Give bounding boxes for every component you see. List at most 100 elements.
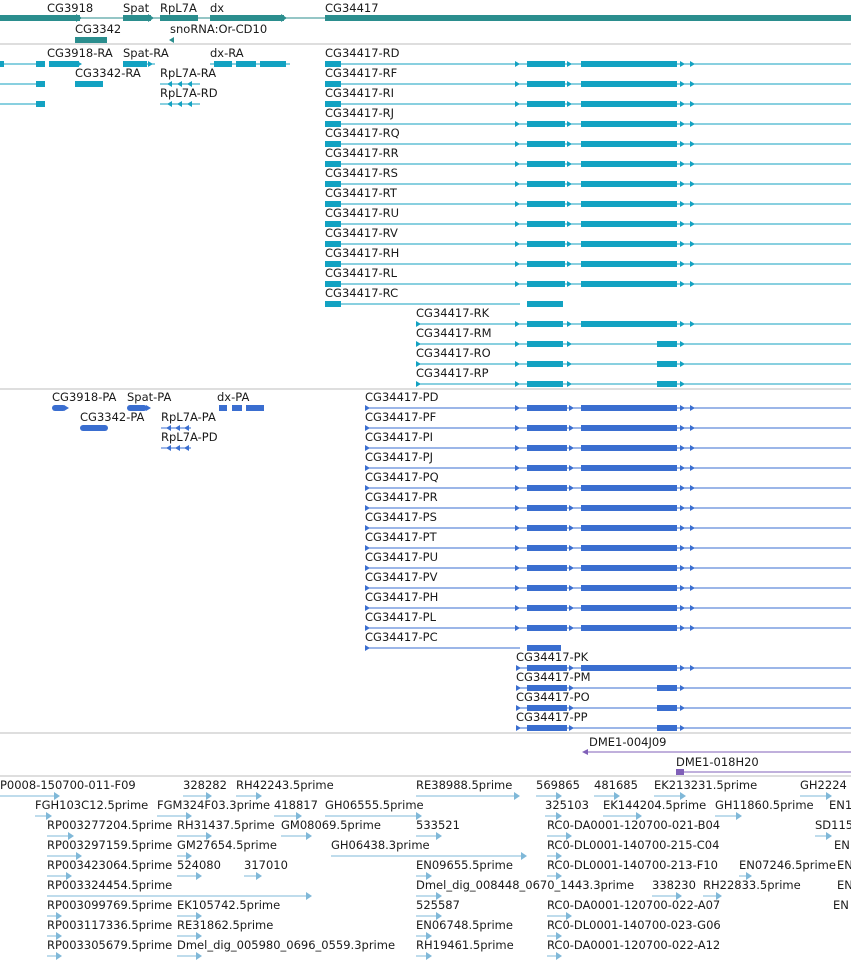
exon-box[interactable] (527, 665, 567, 671)
exon-box[interactable] (123, 61, 147, 67)
exon-box[interactable] (657, 705, 677, 711)
exon-box[interactable] (527, 161, 565, 167)
exon-box[interactable] (581, 241, 677, 247)
exon-box[interactable] (581, 181, 677, 187)
exon-box[interactable] (214, 61, 232, 67)
exon-box[interactable] (581, 161, 677, 167)
exon-box[interactable] (0, 15, 41, 21)
exon-box[interactable] (527, 221, 565, 227)
exon-box[interactable] (325, 101, 341, 107)
exon-box[interactable] (657, 361, 677, 367)
exon-box[interactable] (36, 81, 45, 87)
exon-box[interactable] (527, 181, 565, 187)
exon-box[interactable] (581, 465, 677, 471)
exon-box[interactable] (581, 405, 677, 411)
exon-box[interactable] (581, 665, 677, 671)
exon-box[interactable] (527, 585, 567, 591)
exon-box[interactable] (581, 525, 677, 531)
exon-box[interactable] (246, 405, 264, 411)
exon-box[interactable] (52, 405, 66, 411)
exon-box[interactable] (581, 261, 677, 267)
exon-box[interactable] (581, 61, 677, 67)
exon-box[interactable] (581, 281, 677, 287)
exon-box[interactable] (581, 505, 677, 511)
exon-box[interactable] (657, 685, 677, 691)
exon-box[interactable] (527, 361, 563, 367)
exon-box[interactable] (527, 625, 567, 631)
exon-box[interactable] (527, 301, 563, 307)
exon-box[interactable] (127, 405, 147, 411)
exon-box[interactable] (325, 61, 341, 67)
exon-box[interactable] (0, 61, 4, 67)
exon-box[interactable] (527, 705, 567, 711)
exon-box[interactable] (527, 405, 567, 411)
exon-box[interactable] (325, 15, 851, 21)
exon-box[interactable] (581, 545, 677, 551)
exon-box[interactable] (325, 301, 341, 307)
exon-box[interactable] (219, 405, 227, 411)
exon-box[interactable] (325, 81, 341, 87)
exon-box[interactable] (325, 241, 341, 247)
exon-box[interactable] (581, 81, 677, 87)
exon-box[interactable] (527, 341, 563, 347)
exon-box[interactable] (325, 221, 341, 227)
exon-box[interactable] (75, 81, 103, 87)
exon-box[interactable] (260, 61, 286, 67)
exon-box[interactable] (581, 141, 677, 147)
exon-box[interactable] (325, 201, 341, 207)
exon-box[interactable] (581, 221, 677, 227)
exon-box[interactable] (581, 321, 677, 327)
exon-box[interactable] (80, 425, 108, 431)
exon-box[interactable] (325, 161, 341, 167)
exon-box[interactable] (581, 585, 677, 591)
exon-box[interactable] (676, 769, 684, 775)
exon-box[interactable] (581, 485, 677, 491)
exon-box[interactable] (581, 121, 677, 127)
exon-box[interactable] (657, 341, 677, 347)
exon-box[interactable] (160, 15, 198, 21)
exon-box[interactable] (527, 141, 565, 147)
exon-box[interactable] (527, 381, 563, 387)
exon-box[interactable] (527, 725, 567, 731)
exon-box[interactable] (123, 15, 151, 21)
exon-box[interactable] (527, 565, 567, 571)
exon-box[interactable] (581, 101, 677, 107)
exon-box[interactable] (527, 101, 565, 107)
exon-box[interactable] (75, 37, 107, 43)
exon-box[interactable] (527, 261, 565, 267)
exon-box[interactable] (527, 605, 567, 611)
exon-box[interactable] (36, 61, 45, 67)
exon-box[interactable] (581, 425, 677, 431)
exon-box[interactable] (49, 61, 79, 67)
exon-box[interactable] (210, 15, 284, 21)
exon-box[interactable] (325, 261, 341, 267)
exon-box[interactable] (527, 465, 567, 471)
exon-box[interactable] (527, 425, 567, 431)
exon-box[interactable] (527, 525, 567, 531)
exon-box[interactable] (657, 381, 677, 387)
exon-box[interactable] (581, 445, 677, 451)
exon-box[interactable] (527, 281, 565, 287)
exon-box[interactable] (527, 505, 567, 511)
exon-box[interactable] (40, 15, 80, 21)
exon-box[interactable] (325, 281, 341, 287)
exon-box[interactable] (527, 61, 565, 67)
exon-box[interactable] (527, 201, 565, 207)
exon-box[interactable] (236, 61, 256, 67)
exon-box[interactable] (581, 605, 677, 611)
exon-box[interactable] (527, 121, 565, 127)
exon-box[interactable] (325, 181, 341, 187)
exon-box[interactable] (527, 445, 567, 451)
exon-box[interactable] (527, 321, 563, 327)
exon-box[interactable] (232, 405, 242, 411)
exon-box[interactable] (527, 685, 567, 691)
exon-box[interactable] (325, 141, 341, 147)
exon-box[interactable] (325, 121, 341, 127)
exon-box[interactable] (527, 241, 565, 247)
exon-box[interactable] (527, 545, 567, 551)
exon-box[interactable] (36, 101, 45, 107)
exon-box[interactable] (581, 625, 677, 631)
exon-box[interactable] (581, 201, 677, 207)
exon-box[interactable] (527, 485, 567, 491)
exon-box[interactable] (527, 645, 561, 651)
